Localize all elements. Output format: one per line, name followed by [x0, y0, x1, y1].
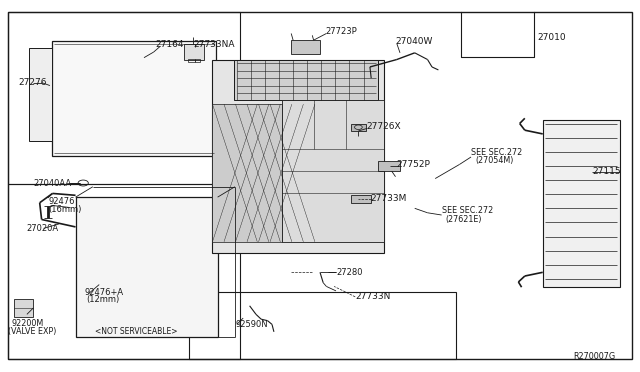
- Bar: [14, 299, 33, 317]
- Text: (12mm): (12mm): [86, 295, 120, 304]
- Text: 27276: 27276: [18, 78, 47, 87]
- Bar: [234, 60, 378, 100]
- Text: 27010: 27010: [538, 33, 566, 42]
- Text: (VALVE EXP): (VALVE EXP): [8, 327, 56, 336]
- Text: 92590N: 92590N: [236, 320, 268, 329]
- Text: 27020A: 27020A: [27, 224, 59, 233]
- Bar: [212, 60, 384, 253]
- Text: SEE SEC.272: SEE SEC.272: [442, 206, 493, 215]
- Bar: [282, 100, 384, 242]
- Text: 27733NA: 27733NA: [193, 40, 235, 49]
- Text: 27040W: 27040W: [396, 37, 433, 46]
- Text: 27752P: 27752P: [397, 160, 431, 169]
- Bar: [351, 195, 371, 203]
- Bar: [212, 104, 282, 242]
- Bar: [29, 48, 52, 141]
- Text: (27054M): (27054M): [475, 156, 513, 165]
- Text: 27733N: 27733N: [355, 292, 390, 301]
- Bar: [378, 161, 400, 171]
- Text: 27733M: 27733M: [370, 194, 406, 203]
- Text: 27280: 27280: [336, 268, 362, 277]
- Text: 27040AA: 27040AA: [33, 179, 72, 187]
- Bar: [189, 292, 456, 359]
- Text: R270007G: R270007G: [573, 352, 616, 361]
- Text: (16mm): (16mm): [49, 205, 82, 214]
- Bar: [8, 12, 240, 184]
- Text: SEE SEC.272: SEE SEC.272: [471, 148, 522, 157]
- Text: 92476: 92476: [49, 197, 75, 206]
- Text: 92476+A: 92476+A: [84, 288, 124, 296]
- Text: 27726X: 27726X: [366, 122, 401, 131]
- Bar: [543, 120, 620, 287]
- Text: (27621E): (27621E): [445, 215, 482, 224]
- Circle shape: [355, 125, 362, 129]
- Bar: [8, 184, 240, 359]
- Text: 92200M: 92200M: [12, 319, 44, 328]
- Bar: [76, 197, 218, 337]
- Text: <NOT SERVICEABLE>: <NOT SERVICEABLE>: [95, 327, 177, 336]
- Bar: [291, 40, 320, 54]
- Bar: [52, 41, 216, 156]
- Text: 27115: 27115: [592, 167, 621, 176]
- Bar: [351, 124, 366, 131]
- Bar: [188, 59, 200, 62]
- Bar: [184, 44, 204, 60]
- Text: 27164: 27164: [156, 40, 184, 49]
- Text: 27723P: 27723P: [325, 27, 357, 36]
